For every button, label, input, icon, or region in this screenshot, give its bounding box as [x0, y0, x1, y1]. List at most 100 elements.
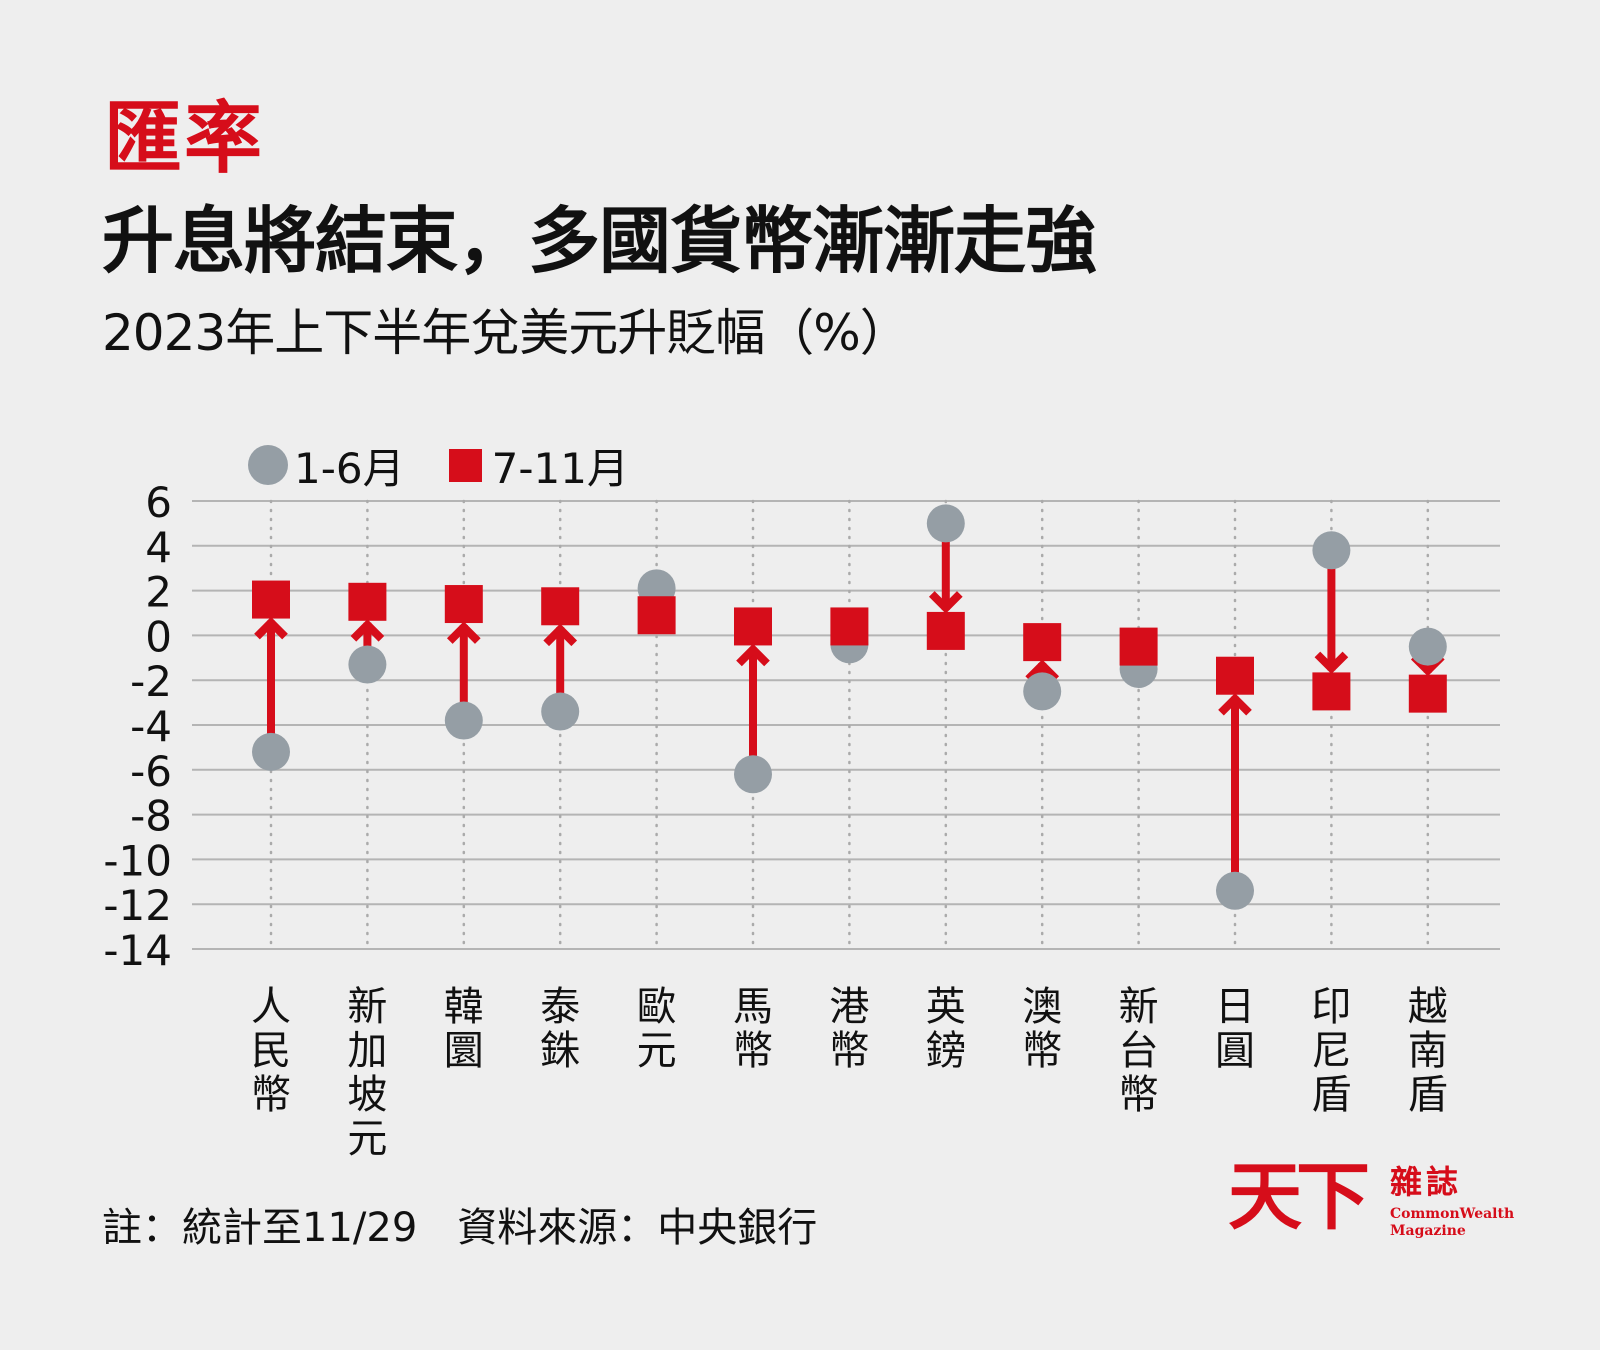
- y-tick-label: 2: [145, 568, 172, 617]
- x-label-char: 越: [1407, 984, 1448, 1030]
- x-label-char: 英: [925, 984, 966, 1030]
- y-tick-label: -6: [130, 747, 172, 796]
- x-label-char: 元: [347, 1116, 388, 1162]
- first-half-marker: [926, 504, 965, 543]
- x-label-char: 馬: [733, 984, 773, 1030]
- square-marker-icon: [448, 448, 482, 482]
- second-half-marker: [1312, 672, 1351, 711]
- x-axis-label: 日圓: [1210, 985, 1260, 1073]
- x-label-char: 銖: [540, 1028, 581, 1074]
- first-half-marker: [252, 732, 290, 771]
- logo-en-line2: Magazine: [1390, 1223, 1466, 1239]
- data-marks: [252, 504, 1447, 910]
- arrow-head-icon: [254, 616, 288, 640]
- x-label-char: 坡: [347, 1072, 388, 1118]
- x-axis-label: 新台幣: [1114, 985, 1164, 1117]
- kicker-label: 匯率: [104, 94, 265, 184]
- x-label-char: 新: [347, 984, 388, 1030]
- legend: 1-6月 7-11月: [248, 442, 673, 493]
- publisher-logo: 天下 雜誌 CommonWealth Magazine: [1228, 1154, 1514, 1250]
- second-half-marker: [637, 596, 676, 635]
- x-axis-label: 澳幣: [1017, 985, 1067, 1073]
- y-tick-label: 0: [145, 612, 172, 661]
- y-tick-label: -8: [130, 792, 172, 841]
- first-half-marker: [444, 701, 483, 740]
- x-label-char: 港: [829, 984, 870, 1030]
- legend-item-first-half: 1-6月: [248, 435, 405, 496]
- second-half-marker: [444, 585, 483, 624]
- second-half-marker: [1119, 627, 1158, 666]
- x-label-char: 幣: [733, 1028, 773, 1074]
- y-tick-label: -10: [103, 836, 172, 885]
- first-half-marker: [1023, 672, 1062, 711]
- x-axis-label: 印尼盾: [1306, 985, 1356, 1117]
- chart-title: 升息將結束，多國貨幣漸漸走強: [102, 199, 1097, 283]
- x-label-char: 澳: [1022, 984, 1063, 1030]
- x-label-char: 幣: [1022, 1028, 1063, 1074]
- y-tick-label: -12: [103, 881, 172, 930]
- logo-name-cn: 雜誌: [1390, 1163, 1463, 1201]
- second-half-marker: [830, 607, 869, 646]
- x-label-char: 元: [636, 1028, 677, 1074]
- x-axis-label: 新加坡元: [342, 985, 392, 1161]
- second-half-marker: [348, 582, 387, 621]
- x-label-char: 加: [347, 1028, 388, 1074]
- arrow-head-icon: [1314, 651, 1349, 675]
- x-label-char: 泰: [540, 984, 581, 1030]
- first-half-marker: [541, 692, 580, 731]
- x-label-char: 幣: [251, 1072, 291, 1118]
- x-label-char: 南: [1407, 1028, 1448, 1074]
- second-half-marker: [1216, 656, 1254, 695]
- logo-en-line1: CommonWealth: [1390, 1206, 1515, 1222]
- arrow-head-icon: [1218, 693, 1252, 716]
- x-label-char: 歐: [636, 984, 677, 1030]
- y-tick-label: 4: [145, 523, 172, 572]
- first-half-marker: [1408, 627, 1447, 666]
- x-label-char: 印: [1311, 984, 1352, 1030]
- x-label-char: 圜: [443, 1028, 484, 1074]
- chart-subtitle: 2023年上下半年兌美元升貶幅（%）: [102, 304, 910, 362]
- x-axis-label: 人民幣: [246, 985, 296, 1117]
- footnote: 註：統計至11/29 資料來源：中央銀行: [102, 1205, 818, 1251]
- logo-name-en: CommonWealth Magazine: [1390, 1206, 1514, 1240]
- first-half-marker: [734, 755, 772, 794]
- second-half-marker: [1023, 623, 1062, 662]
- second-half-marker: [541, 587, 580, 626]
- x-label-char: 幣: [1118, 1072, 1159, 1118]
- arrow-head-icon: [1025, 659, 1060, 682]
- x-label-char: 幣: [829, 1028, 870, 1074]
- arrow-head-icon: [446, 621, 481, 644]
- arrow-head-icon: [928, 591, 963, 614]
- second-half-marker: [1408, 674, 1447, 713]
- arrow-head-icon: [736, 643, 770, 667]
- x-label-char: 盾: [1407, 1072, 1448, 1118]
- y-tick-label: 6: [145, 478, 172, 527]
- legend-label: 7-11月: [491, 443, 629, 493]
- y-tick-label: -14: [103, 926, 172, 975]
- x-axis-label: 歐元: [632, 985, 682, 1073]
- y-tick-label: -2: [130, 657, 172, 706]
- x-label-char: 尼: [1311, 1028, 1352, 1074]
- legend-label: 1-6月: [294, 443, 405, 493]
- logo-mark: 天下: [1228, 1154, 1370, 1240]
- first-half-marker: [1312, 531, 1351, 570]
- x-label-char: 鎊: [925, 1028, 966, 1074]
- x-axis-label: 越南盾: [1403, 985, 1453, 1117]
- gridlines: [192, 500, 1500, 950]
- x-label-char: 台: [1118, 1028, 1159, 1074]
- x-axis-label: 馬幣: [728, 985, 778, 1073]
- first-half-marker: [348, 645, 387, 684]
- first-half-marker: [1216, 871, 1254, 910]
- x-label-char: 日: [1215, 984, 1255, 1030]
- arrow-head-icon: [543, 623, 578, 647]
- x-label-char: 民: [251, 1028, 291, 1074]
- y-tick-label: -4: [130, 702, 172, 751]
- second-half-marker: [252, 580, 290, 619]
- x-label-char: 新: [1118, 984, 1159, 1030]
- x-axis-label: 韓圜: [439, 985, 489, 1073]
- second-half-marker: [926, 611, 965, 650]
- circle-marker-icon: [248, 445, 288, 485]
- x-label-char: 圓: [1215, 1028, 1255, 1074]
